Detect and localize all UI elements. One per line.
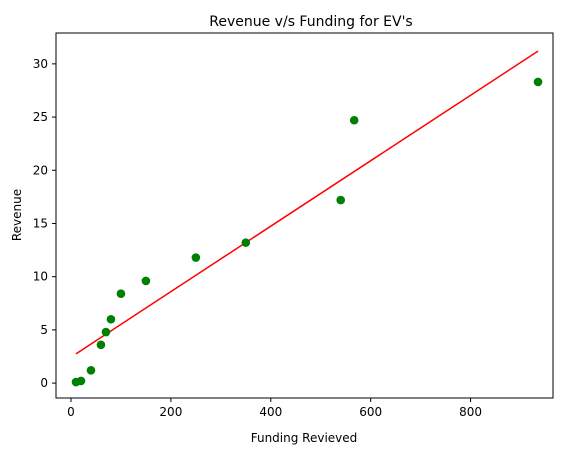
x-tick-label: 200: [159, 405, 182, 419]
data-point: [101, 327, 111, 337]
chart-title: Revenue v/s Funding for EV's: [209, 14, 412, 30]
data-point: [336, 195, 346, 205]
x-axis-label: Funding Revieved: [251, 431, 358, 445]
x-tick-label: 800: [459, 405, 482, 419]
data-point: [141, 276, 151, 286]
marks-layer: [71, 50, 543, 387]
plot-frame: [55, 32, 554, 399]
data-point: [191, 253, 201, 262]
x-tick-label: 0: [67, 405, 75, 419]
data-point: [349, 115, 359, 125]
y-tick-label: 20: [33, 163, 48, 177]
data-point: [241, 238, 251, 247]
y-tick-label: 10: [33, 270, 48, 284]
data-point: [116, 289, 126, 299]
x-tick-label: 400: [259, 405, 282, 419]
y-tick-label: 25: [33, 110, 48, 124]
data-point: [76, 376, 86, 386]
data-point: [533, 77, 543, 87]
y-tick-label: 30: [33, 57, 48, 71]
plot-area: [56, 33, 553, 398]
y-axis-ticks: 0 5 10 15 20 25 30: [33, 57, 56, 390]
x-tick-label: 600: [359, 405, 382, 419]
fit-line: [75, 50, 539, 355]
y-axis-label: Revenue: [10, 189, 24, 241]
data-point: [96, 340, 106, 350]
y-tick-label: 0: [40, 376, 48, 390]
x-axis-ticks: 0 200 400 600 800: [67, 398, 482, 419]
y-tick-label: 5: [40, 323, 48, 337]
data-point: [106, 314, 116, 324]
data-point: [86, 366, 96, 375]
y-tick-label: 15: [33, 216, 48, 230]
